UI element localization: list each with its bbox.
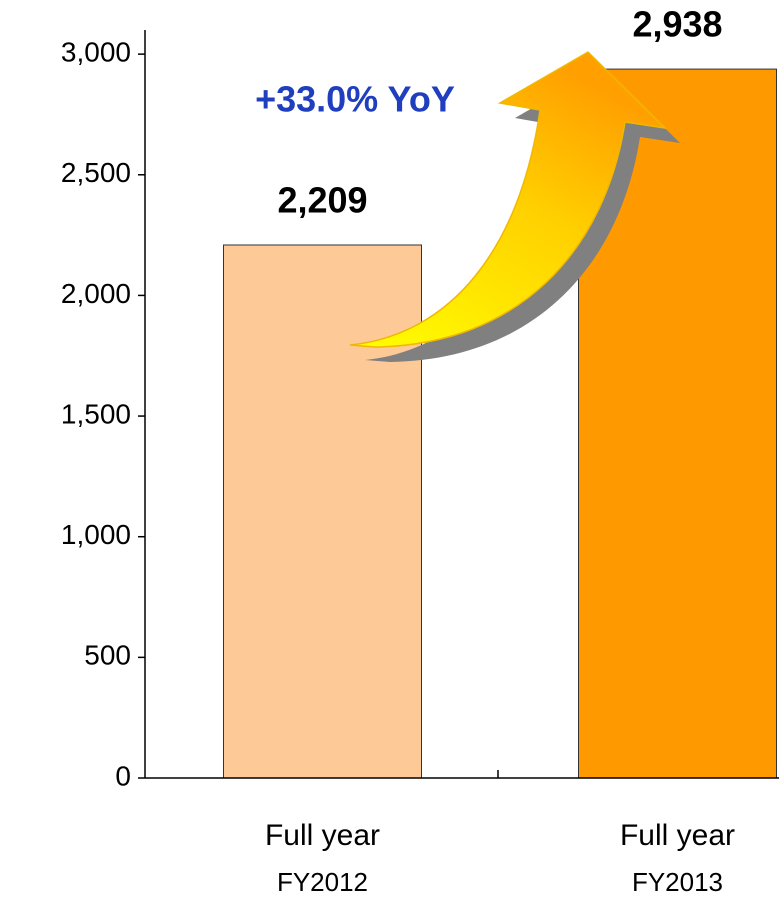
y-tick-label: 500 (84, 640, 131, 671)
y-tick-label: 3,000 (61, 37, 131, 68)
y-tick-label: 1,500 (61, 398, 131, 429)
value-label: 2,938 (632, 4, 722, 45)
y-tick-label: 2,000 (61, 278, 131, 309)
y-tick-label: 0 (115, 760, 131, 791)
growth-arrow (349, 51, 668, 348)
x-tick-label: Full year (265, 819, 380, 852)
value-label: 2,209 (277, 180, 367, 221)
y-tick-label: 2,500 (61, 157, 131, 188)
bar (223, 244, 422, 779)
x-tick-label: Full year (620, 819, 735, 852)
annotation: +33.0% YoY (255, 79, 455, 120)
y-tick-label: 1,000 (61, 519, 131, 550)
x-tick-sublabel: FY2013 (632, 867, 723, 897)
x-tick-sublabel: FY2012 (277, 867, 368, 897)
